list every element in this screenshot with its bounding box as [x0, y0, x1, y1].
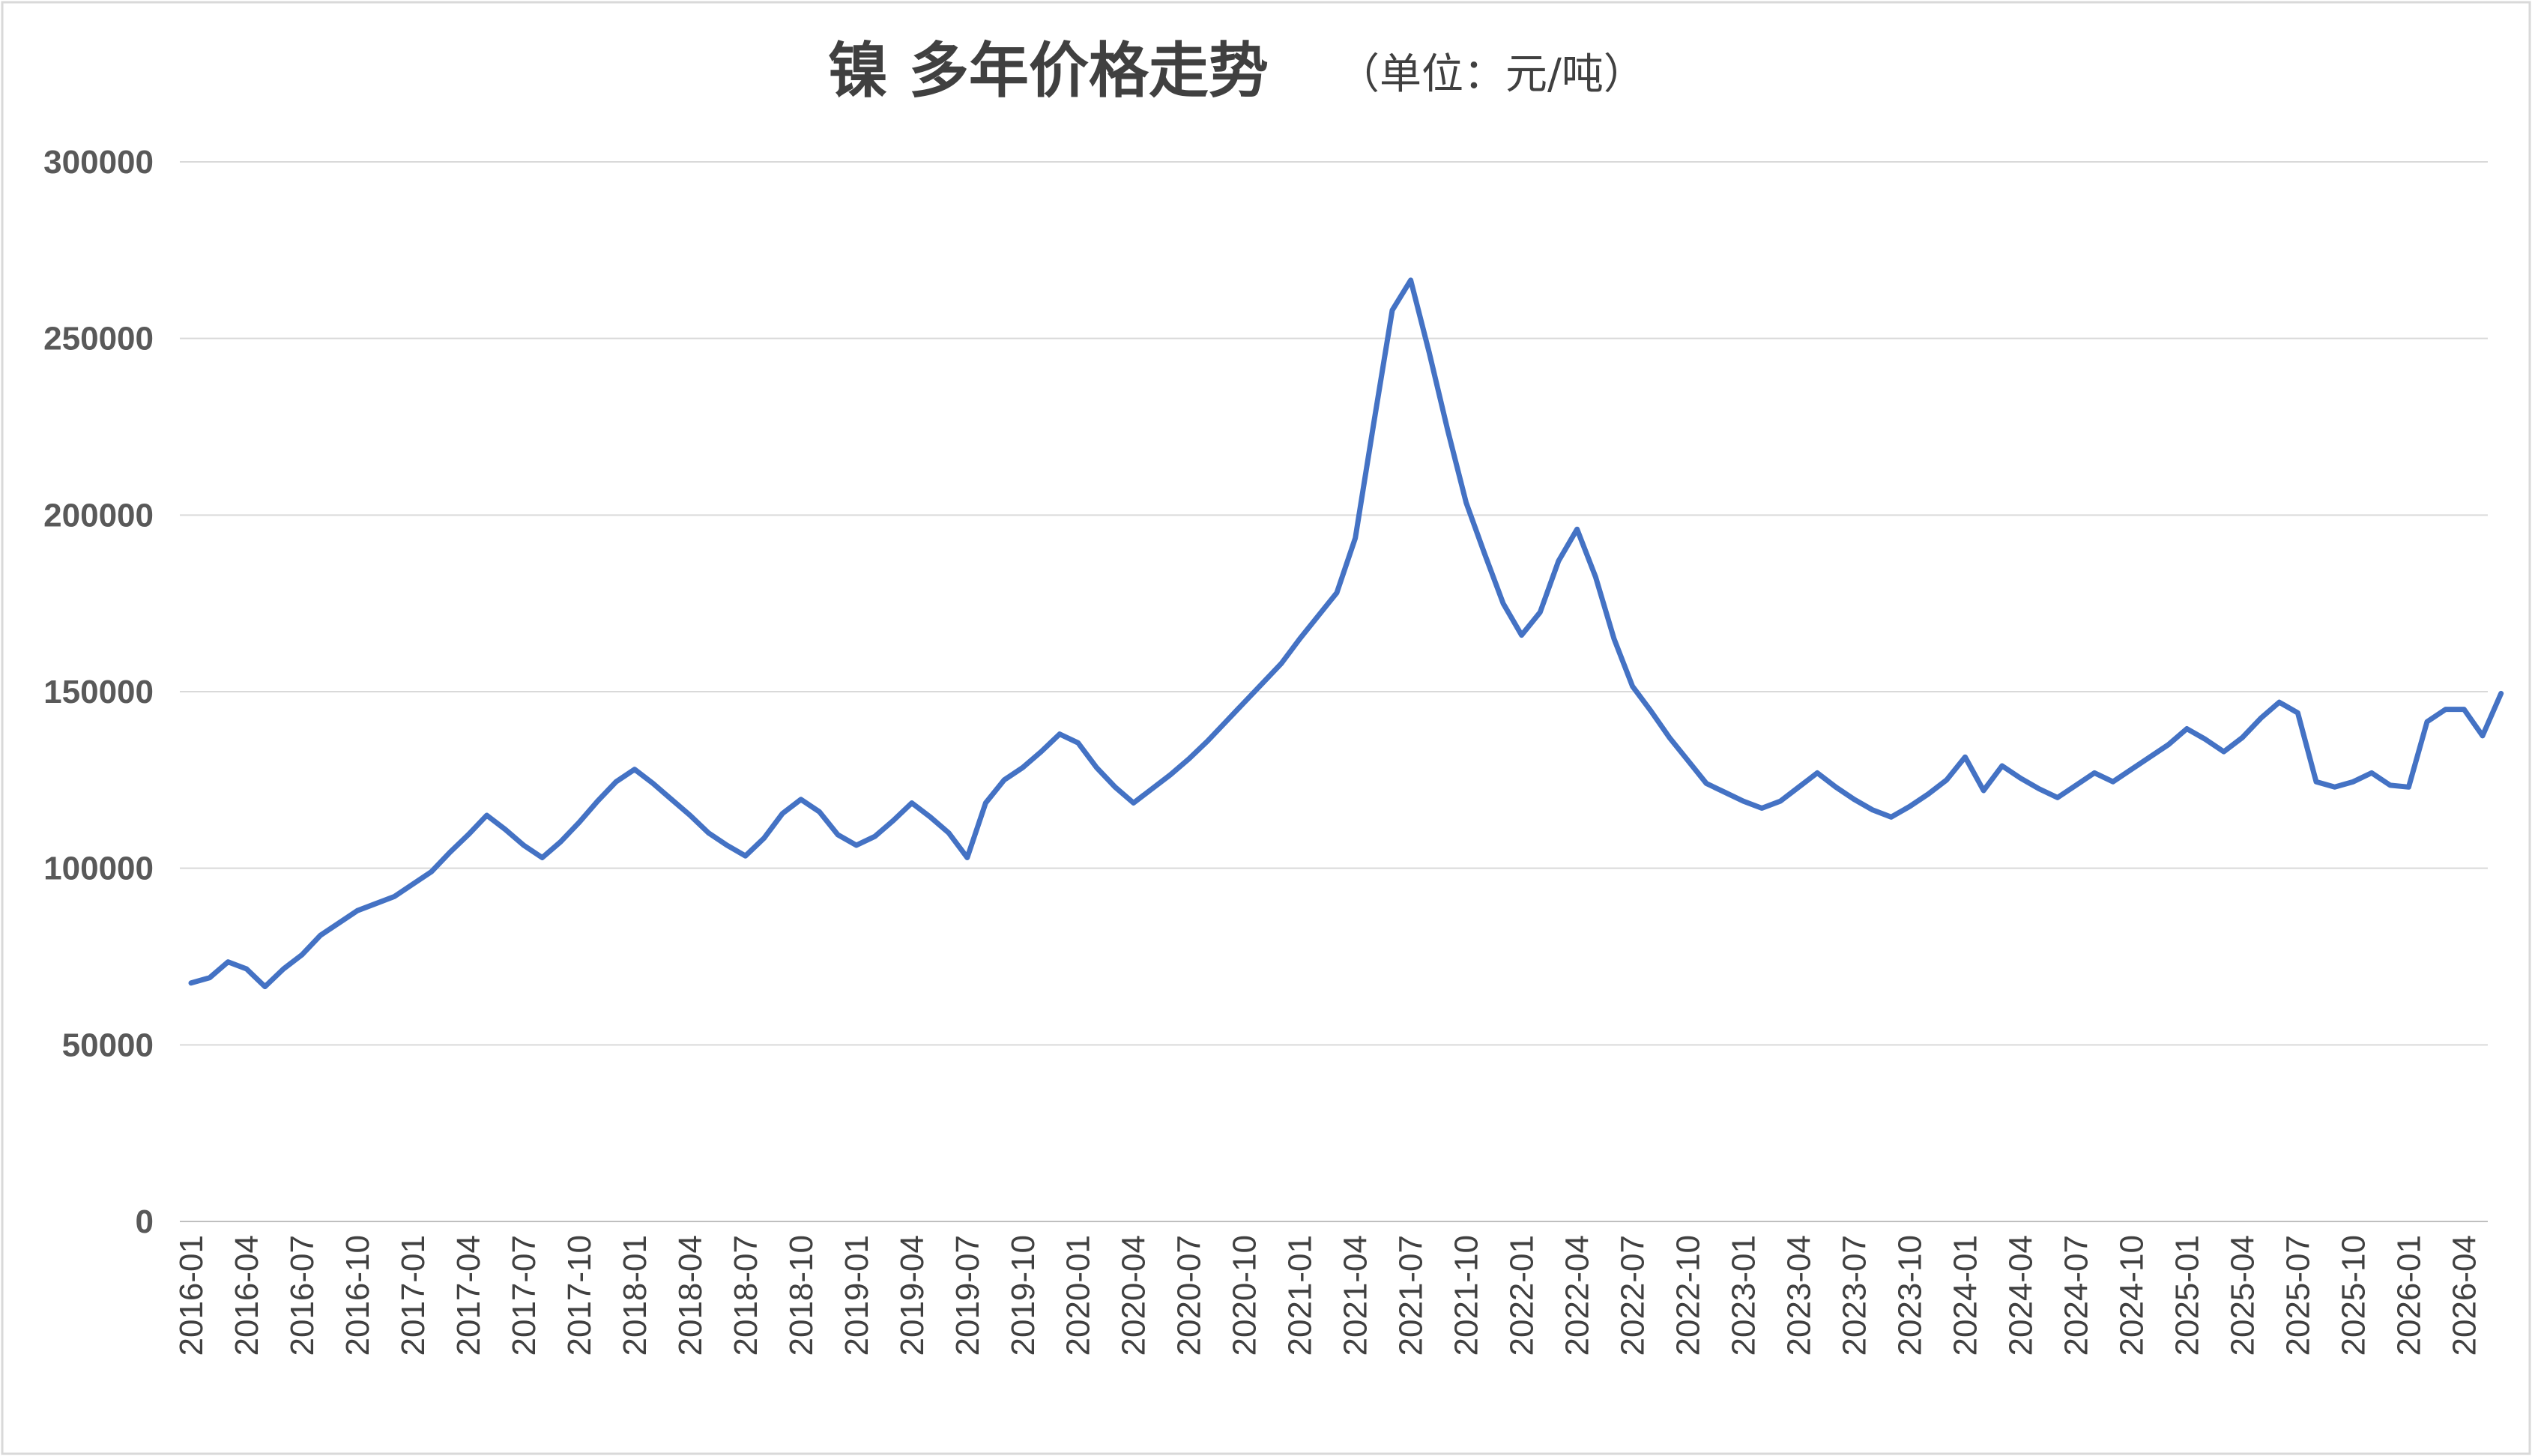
series-line — [188, 277, 2504, 990]
x-tick-label: 2019-01 — [839, 1235, 875, 1356]
x-tick-label: 2024-10 — [2113, 1235, 2150, 1356]
x-tick-label: 2024-01 — [1947, 1235, 1983, 1356]
y-tick-label: 150000 — [43, 674, 154, 710]
x-tick-label: 2021-10 — [1448, 1235, 1485, 1356]
x-tick-label: 2025-07 — [2279, 1235, 2316, 1356]
x-tick-label: 2017-10 — [561, 1235, 598, 1356]
x-tick-label: 2021-01 — [1282, 1235, 1319, 1356]
x-tick-label: 2018-10 — [783, 1235, 820, 1356]
x-tick-label: 2021-04 — [1338, 1235, 1374, 1356]
gridlines — [180, 161, 2488, 1222]
y-tick-label: 300000 — [43, 144, 154, 181]
x-tick-label: 2017-04 — [450, 1235, 487, 1356]
x-tick-label: 2026-01 — [2390, 1235, 2427, 1356]
x-tick-label: 2017-07 — [506, 1235, 543, 1356]
x-tick-label: 2024-07 — [2058, 1235, 2094, 1356]
x-tick-label: 2017-01 — [395, 1235, 432, 1356]
chart-subtitle: （单位：元/吨） — [1338, 50, 1646, 99]
x-tick-label: 2018-04 — [672, 1235, 709, 1356]
x-tick-label: 2020-07 — [1171, 1235, 1208, 1356]
chart-title: 镍 多年价格走势 — [828, 36, 1269, 106]
y-axis-ticks: 0 50000 100000 150000 200000 250000 300000 — [43, 144, 154, 1240]
y-tick-label: 250000 — [43, 321, 154, 357]
x-tick-label: 2023-04 — [1781, 1235, 1818, 1356]
series-layer — [188, 277, 2504, 990]
x-tick-label: 2016-04 — [229, 1235, 265, 1356]
x-tick-label: 2022-01 — [1504, 1235, 1541, 1356]
y-tick-label: 50000 — [62, 1027, 154, 1063]
x-tick-label: 2020-10 — [1227, 1235, 1263, 1356]
x-tick-label: 2016-07 — [284, 1235, 321, 1356]
x-tick-label: 2016-01 — [173, 1235, 210, 1356]
x-tick-label: 2025-10 — [2335, 1235, 2372, 1356]
x-tick-label: 2024-04 — [2002, 1235, 2039, 1356]
y-tick-label: 0 — [136, 1203, 154, 1240]
x-tick-label: 2025-01 — [2169, 1235, 2205, 1356]
x-tick-label: 2023-10 — [1892, 1235, 1929, 1356]
x-tick-label: 2022-04 — [1559, 1235, 1596, 1356]
x-tick-label: 2026-04 — [2446, 1235, 2483, 1356]
x-tick-label: 2020-04 — [1116, 1235, 1152, 1356]
x-tick-label: 2022-10 — [1670, 1235, 1707, 1356]
x-tick-label: 2022-07 — [1615, 1235, 1652, 1356]
x-tick-label: 2025-04 — [2224, 1235, 2261, 1356]
x-tick-label: 2016-10 — [339, 1235, 376, 1356]
y-tick-label: 100000 — [43, 851, 154, 887]
x-axis-ticks: 2016-01 2016-04 2016-07 2016-10 2017-01 2017-… — [173, 1235, 2483, 1356]
x-tick-label: 2018-01 — [617, 1235, 653, 1356]
y-tick-label: 200000 — [43, 497, 154, 534]
x-tick-label: 2018-07 — [728, 1235, 764, 1356]
x-tick-label: 2020-01 — [1060, 1235, 1097, 1356]
x-tick-label: 2021-07 — [1393, 1235, 1430, 1356]
x-tick-label: 2023-01 — [1726, 1235, 1762, 1356]
x-tick-label: 2019-07 — [949, 1235, 986, 1356]
x-tick-label: 2019-10 — [1005, 1235, 1042, 1356]
x-tick-label: 2023-07 — [1837, 1235, 1873, 1356]
x-tick-label: 2019-04 — [894, 1235, 931, 1356]
